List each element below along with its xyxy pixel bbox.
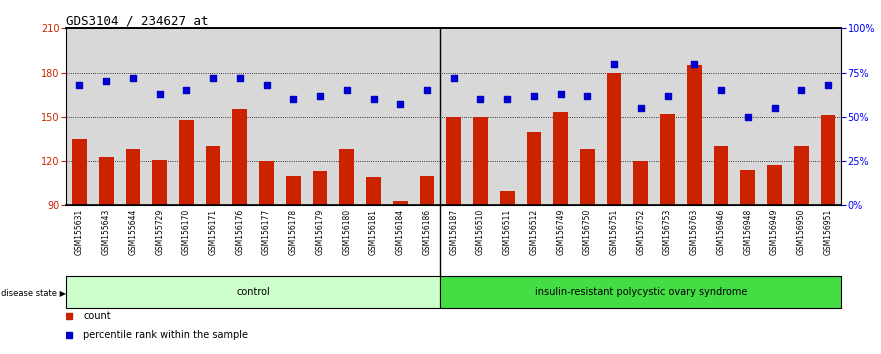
Text: GDS3104 / 234627_at: GDS3104 / 234627_at [66,14,209,27]
Bar [527,132,541,205]
Text: GSM156186: GSM156186 [423,209,432,255]
Point [393,102,407,107]
Text: GSM156510: GSM156510 [476,209,485,255]
Point [63,332,77,338]
Point [473,96,487,102]
Point [72,82,86,88]
Point [527,93,541,98]
Text: GSM156511: GSM156511 [503,209,512,255]
Point [714,87,728,93]
Point [126,75,140,81]
Bar [820,115,835,205]
Point [581,93,595,98]
Text: GSM156949: GSM156949 [770,209,779,255]
Text: GSM156170: GSM156170 [181,209,191,255]
Point [420,87,434,93]
Bar [233,109,248,205]
Bar [179,120,194,205]
Text: GSM156763: GSM156763 [690,209,699,255]
Point [366,96,381,102]
Text: disease state ▶: disease state ▶ [1,287,66,297]
Point [313,93,327,98]
Text: GSM156171: GSM156171 [209,209,218,255]
Point [340,87,354,93]
Bar [440,276,841,308]
Point [821,82,835,88]
Point [633,105,648,111]
Bar [607,73,621,205]
Bar [152,160,167,205]
Bar [126,149,140,205]
Text: insulin-resistant polycystic ovary syndrome: insulin-resistant polycystic ovary syndr… [535,287,747,297]
Point [260,82,274,88]
Point [767,105,781,111]
Point [447,75,461,81]
Bar [794,146,809,205]
Bar [286,176,300,205]
Text: GSM156950: GSM156950 [796,209,806,255]
Text: percentile rank within the sample: percentile rank within the sample [83,330,248,340]
Bar [419,176,434,205]
Text: GSM156180: GSM156180 [343,209,352,255]
Bar [473,117,488,205]
Point [553,91,567,97]
Point [286,96,300,102]
Bar [714,146,729,205]
Bar [767,166,781,205]
Bar [740,170,755,205]
Bar [259,161,274,205]
Bar [580,149,595,205]
Bar [393,201,408,205]
Bar [687,65,701,205]
Point [607,61,621,67]
Bar [66,276,440,308]
Point [794,87,808,93]
Point [741,114,755,120]
Point [100,79,114,84]
Text: GSM156946: GSM156946 [716,209,726,255]
Text: GSM156184: GSM156184 [396,209,404,255]
Point [687,61,701,67]
Point [661,93,675,98]
Text: GSM156750: GSM156750 [583,209,592,255]
Point [152,91,167,97]
Bar [447,117,461,205]
Text: GSM155729: GSM155729 [155,209,164,255]
Point [500,96,515,102]
Bar [633,161,648,205]
Text: GSM156179: GSM156179 [315,209,324,255]
Text: GSM156753: GSM156753 [663,209,672,255]
Text: GSM155631: GSM155631 [75,209,84,255]
Text: GSM156751: GSM156751 [610,209,618,255]
Bar [72,139,87,205]
Text: GSM156176: GSM156176 [235,209,244,255]
Text: GSM156177: GSM156177 [262,209,271,255]
Text: GSM156749: GSM156749 [556,209,565,255]
Point [233,75,247,81]
Bar [500,190,515,205]
Text: count: count [83,311,111,321]
Text: GSM156512: GSM156512 [529,209,538,255]
Point [180,87,194,93]
Bar [660,114,675,205]
Bar [366,177,381,205]
Text: GSM156752: GSM156752 [636,209,646,255]
Text: GSM156178: GSM156178 [289,209,298,255]
Bar [313,171,328,205]
Text: GSM156948: GSM156948 [744,209,752,255]
Bar [553,113,568,205]
Text: GSM155644: GSM155644 [129,209,137,255]
Bar [206,146,220,205]
Bar [99,156,114,205]
Text: GSM156181: GSM156181 [369,209,378,255]
Point [63,314,77,319]
Text: GSM156187: GSM156187 [449,209,458,255]
Text: control: control [236,287,270,297]
Text: GSM155643: GSM155643 [101,209,111,255]
Text: GSM156951: GSM156951 [824,209,833,255]
Point [206,75,220,81]
Bar [339,149,354,205]
